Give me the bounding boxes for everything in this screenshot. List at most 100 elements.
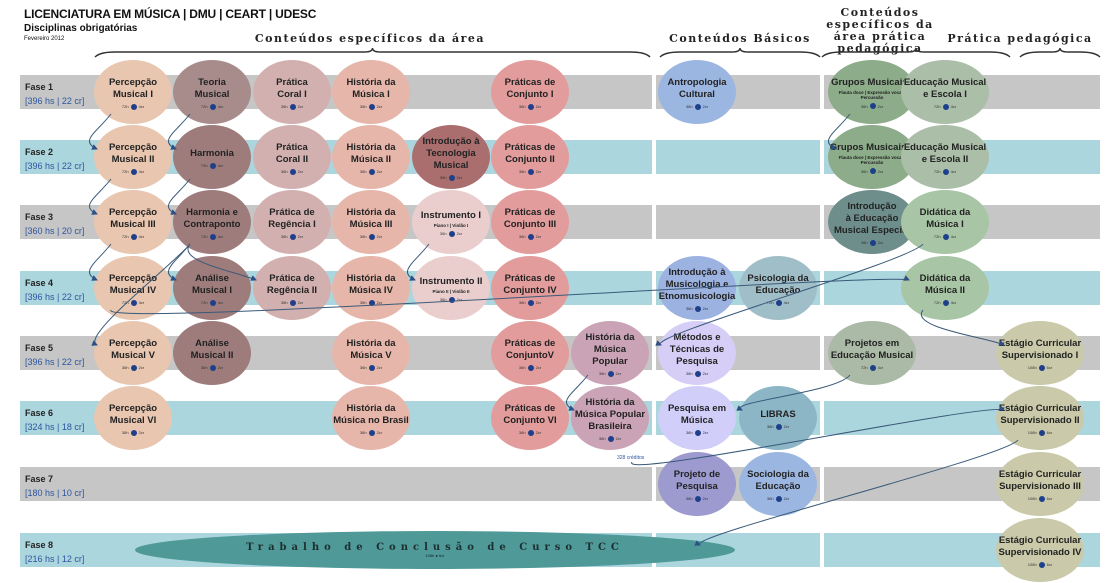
fase-load: [396 hs | 22 cr] xyxy=(25,292,85,302)
course-name: História da Música IV xyxy=(346,272,396,296)
course-node: Projetos em Educação Musical 72h 4cr xyxy=(828,321,916,385)
course-subtitle: Flauta doce | Expressão vocal | Percussã… xyxy=(838,90,906,100)
fase-name: Fase 3 xyxy=(25,212,54,222)
credit-dot-icon xyxy=(368,233,375,240)
course-name: Harmonia e Contraponto xyxy=(183,206,241,230)
course-credits: 36h 2cr xyxy=(685,370,709,377)
course-name: Práticas de Conjunto III xyxy=(503,206,557,230)
area-header-especificos: Conteúdos específicos da área xyxy=(254,32,486,45)
course-credits: 72h 4cr xyxy=(933,233,957,240)
fase-label: Fase 2 [396 hs | 22 cr] xyxy=(25,145,84,173)
credit-dot-icon xyxy=(869,168,876,174)
course-node: Práticas de Conjunto II 36h 2cr xyxy=(491,125,569,189)
credit-dot-icon xyxy=(527,299,534,306)
course-node: Práticas de Conjunto VI 36h 2cr xyxy=(491,386,569,450)
course-credits: 108h 6cr xyxy=(1027,495,1053,502)
credit-dot-icon xyxy=(527,168,534,175)
credit-dot-icon xyxy=(527,103,534,110)
course-name: História da Música II xyxy=(346,141,396,165)
course-credits: 108h 6cr xyxy=(1027,429,1053,436)
band-divider xyxy=(652,271,656,305)
course-name: Estágio Curricular Supervisionado III xyxy=(998,468,1082,492)
credit-dot-icon xyxy=(448,174,455,181)
credit-dot-icon xyxy=(942,103,949,110)
course-name: Projetos em Educação Musical xyxy=(830,337,914,361)
course-node: Percepção Musical VI 36h 2cr xyxy=(94,386,172,450)
course-credits: 72h 4cr xyxy=(200,103,224,110)
course-node: Didática da Música II 72h 4cr xyxy=(901,256,989,320)
course-node: Sociologia da Educação 36h 2cr xyxy=(739,452,817,516)
course-credits: 36h 2cr xyxy=(860,239,884,246)
course-name: Percepção Musical II xyxy=(108,141,158,165)
fase-label: Fase 5 [396 hs | 22 cr] xyxy=(25,341,84,369)
fase-load: [396 hs | 22 cr] xyxy=(25,96,85,106)
course-credits: 108h 6cr xyxy=(1027,364,1053,371)
course-node: Teoria Musical 72h 4cr xyxy=(173,60,251,124)
course-name: Estágio Curricular Supervisionado I xyxy=(998,337,1082,361)
band-divider xyxy=(820,205,824,239)
course-credits: 36h 2cr xyxy=(359,168,383,175)
band-divider xyxy=(652,467,656,501)
fase-name: Fase 1 xyxy=(25,82,54,92)
course-credits: 72h 4cr xyxy=(200,299,224,306)
band-divider xyxy=(820,467,824,501)
credit-dot-icon xyxy=(1038,364,1045,371)
course-node: Harmonia 72h 4cr xyxy=(173,125,251,189)
credit-dot-icon xyxy=(209,364,216,371)
course-name: Percepção Musical I xyxy=(108,76,158,100)
fase-load: [360 hs | 20 cr] xyxy=(25,226,85,236)
course-name: Métodos e Técnicas de Pesquisa xyxy=(669,331,725,367)
course-name: História da Música Popular Brasileira xyxy=(574,396,646,432)
credit-dot-icon xyxy=(289,103,296,110)
credit-dot-icon xyxy=(694,495,701,502)
course-name: LIBRAS xyxy=(760,408,796,420)
course-subtitle: Piano II | Violão II xyxy=(432,288,470,294)
fase-label: Fase 4 [396 hs | 22 cr] xyxy=(25,276,84,304)
band-divider xyxy=(820,533,824,567)
course-name: Educação Musical e Escola II xyxy=(903,141,987,165)
course-credits: 72h 4cr xyxy=(200,162,224,169)
fase-name: Fase 8 xyxy=(25,540,54,550)
course-tcc: Trabalho de Conclusão de Curso TCC 108h … xyxy=(135,531,735,569)
fase-name: Fase 5 xyxy=(25,343,54,353)
course-name: Práticas de Conjunto I xyxy=(504,76,556,100)
fase-name: Fase 7 xyxy=(25,474,54,484)
course-node: Percepção Musical IV 72h 4cr xyxy=(94,256,172,320)
course-credits: 36h 2cr xyxy=(359,429,383,436)
course-name: Prática de Regência II xyxy=(266,272,318,296)
course-credits: 36h 2cr xyxy=(860,103,884,109)
course-node: Percepção Musical II 72h 4cr xyxy=(94,125,172,189)
course-credits: 72h 4cr xyxy=(860,364,884,371)
course-node: História da Música V 36h 2cr xyxy=(332,321,410,385)
course-name: Prática Coral II xyxy=(275,141,309,165)
course-name: Percepção Musical V xyxy=(108,337,158,361)
course-node: Estágio Curricular Supervisionado III 108… xyxy=(996,452,1084,516)
course-credits: 36h 2cr xyxy=(518,103,542,110)
course-credits: 72h 4cr xyxy=(121,103,145,110)
course-name: Prática Coral I xyxy=(276,76,308,100)
credit-dot-icon xyxy=(527,364,534,371)
credit-dot-icon xyxy=(1038,495,1045,502)
course-node: História da Música IV 36h 2cr xyxy=(332,256,410,320)
course-subtitle: Flauta doce | Expressão vocal | Percussã… xyxy=(838,155,906,165)
course-node: Pesquisa em Música 36h 2cr xyxy=(658,386,736,450)
course-credits: 36h 2cr xyxy=(685,103,709,110)
course-name: Psicologia da Educação xyxy=(747,272,809,296)
credit-dot-icon xyxy=(942,168,949,175)
band-divider xyxy=(652,401,656,435)
credit-dot-icon xyxy=(209,233,216,240)
course-name: Análise Musical II xyxy=(190,337,234,361)
course-credits: 36h 2cr xyxy=(439,174,463,181)
course-name: Instrumento II xyxy=(419,275,483,287)
course-node: Análise Musical II 36h 2cr xyxy=(173,321,251,385)
credit-dot-icon xyxy=(607,370,614,377)
document-subtitle: Disciplinas obrigatórias xyxy=(24,23,138,34)
credit-dot-icon xyxy=(775,299,782,306)
course-node: Percepção Musical V 36h 2cr xyxy=(94,321,172,385)
credit-dot-icon xyxy=(289,233,296,240)
course-credits: 36h 2cr xyxy=(359,299,383,306)
course-node: LIBRAS 36h 2cr xyxy=(739,386,817,450)
course-name: Instrumento I xyxy=(420,209,482,221)
course-name: Práticas de Conjunto VI xyxy=(503,402,557,426)
course-node: História da Música Popular Brasileira 36h… xyxy=(571,386,649,450)
